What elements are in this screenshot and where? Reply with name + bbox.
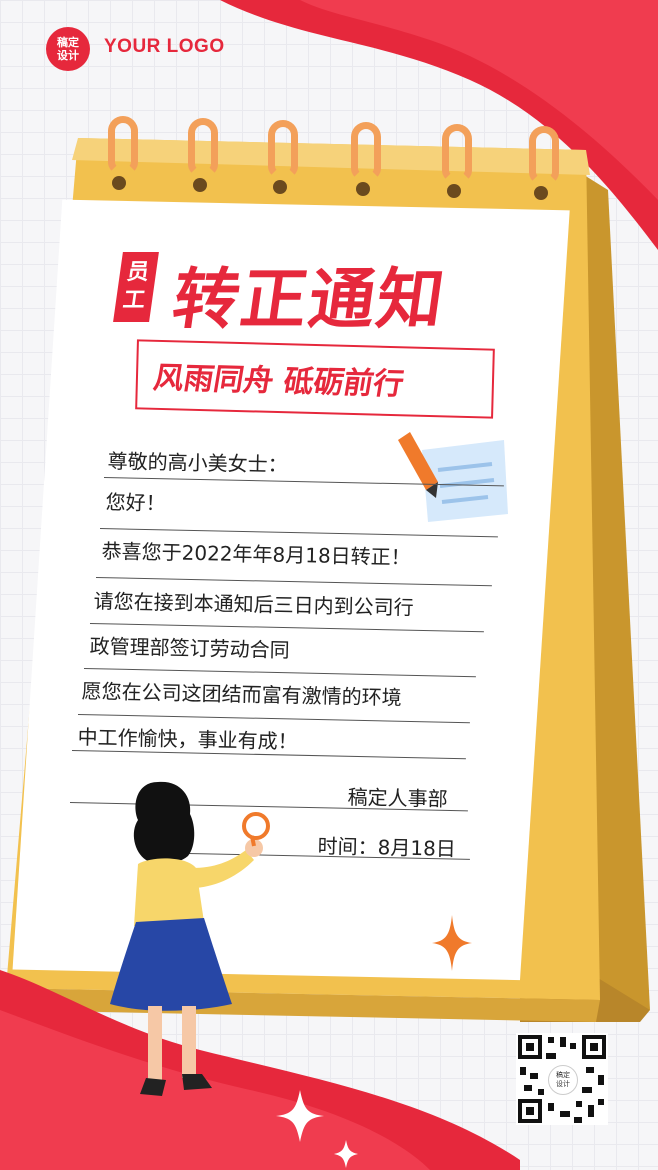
bottom-red-wave <box>0 970 520 1170</box>
ring-hole <box>112 176 126 190</box>
binder-ring <box>268 120 298 178</box>
binder-ring <box>108 116 138 174</box>
binder-ring <box>188 118 218 176</box>
qr-code[interactable]: 稿定设计 <box>516 1033 608 1125</box>
logo-badge-text: 稿定设计 <box>57 36 79 62</box>
qr-center-logo: 稿定设计 <box>548 1065 578 1095</box>
ring-hole <box>273 180 287 194</box>
letter-greeting: 尊敬的高小美女士： <box>107 448 288 477</box>
logo-badge: 稿定设计 <box>46 27 90 71</box>
letter-line: 中工作愉快，事业有成！ <box>77 724 298 754</box>
letter-line: 政管理部签订劳动合同 <box>89 633 290 663</box>
binder-ring <box>529 126 559 184</box>
woman-illustration <box>110 781 270 1096</box>
qr-pattern <box>518 1035 606 1123</box>
pencil-document-icon <box>398 432 508 522</box>
page-title: 转正通知 <box>167 261 451 338</box>
sparkle-icon <box>432 915 472 971</box>
letter-hello: 您好！ <box>105 489 166 516</box>
ring-hole <box>356 182 370 196</box>
letter-signature: 稿定人事部 <box>347 784 448 812</box>
top-red-wave <box>220 0 658 250</box>
binder-ring <box>351 122 381 180</box>
ring-hole <box>447 184 461 198</box>
ring-hole <box>534 186 548 200</box>
letter-date: 时间：8月18日 <box>317 833 457 861</box>
page-subtitle: 风雨同舟 砥砺前行 <box>151 360 407 403</box>
logo-text: YOUR LOGO <box>104 36 225 57</box>
qr-center-text: 稿定设计 <box>556 1071 570 1088</box>
title-badge-text: 员工 <box>121 260 151 313</box>
binder-ring <box>442 124 472 182</box>
ring-hole <box>193 178 207 192</box>
